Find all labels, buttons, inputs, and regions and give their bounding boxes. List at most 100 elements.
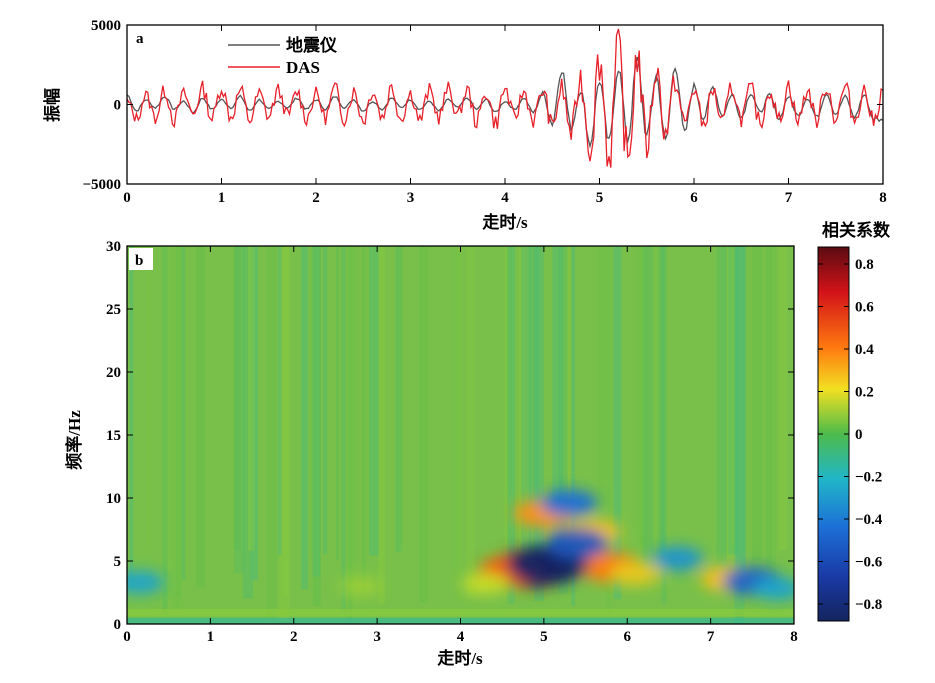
heatmap-streak xyxy=(347,246,357,598)
x-tick-label-a: 2 xyxy=(312,190,320,206)
heatmap-streak xyxy=(369,246,379,556)
heatmap-streak xyxy=(336,246,340,560)
heatmap-streak xyxy=(266,246,277,619)
heatmap-streak xyxy=(778,246,788,550)
heatmap-streak xyxy=(726,246,736,559)
y-axis-label-b: 频率/Hz xyxy=(64,410,84,470)
heatmap-streak xyxy=(653,246,661,575)
heatmap-streak xyxy=(521,246,531,553)
heatmap-streak xyxy=(341,246,346,615)
heatmap-streak xyxy=(452,246,459,569)
series-line-das xyxy=(127,28,883,168)
colorbar-ticks: 0.8 0.6 0.4 0.2 0 −0.2 −0.4 −0.6 −0.8 xyxy=(818,257,883,613)
heatmap-feature xyxy=(546,528,609,559)
panel-b-heatmap: 0 1 2 3 4 5 6 7 8 0 5 10 15 20 25 30 b 走时/s 频率/Hz 相关系数 … xyxy=(64,220,891,668)
heatmap-streak xyxy=(147,246,152,552)
heatmap-streak xyxy=(534,246,544,602)
legend-a: 地震仪 DAS xyxy=(228,35,338,77)
heatmap-streak xyxy=(643,246,654,581)
heatmap-streak xyxy=(309,246,313,555)
heatmap-streak xyxy=(507,246,516,604)
legend-label-das: DAS xyxy=(286,58,320,77)
heatmap-streak xyxy=(176,246,181,598)
colorbar-tick-label: −0.6 xyxy=(855,555,883,571)
heatmap-streak xyxy=(715,246,721,594)
heatmap-streak xyxy=(419,246,428,603)
y-tick-label-a: −5000 xyxy=(82,177,121,193)
x-tick-label-b: 4 xyxy=(457,629,465,645)
heatmap-streak xyxy=(247,246,255,551)
heatmap-streak xyxy=(348,246,353,621)
heatmap-streak xyxy=(735,246,747,592)
series-line-seismometer xyxy=(127,56,883,149)
x-tick-label-a: 5 xyxy=(596,190,604,206)
colorbar-tick-label: 0.6 xyxy=(855,300,874,316)
x-tick-label-a: 3 xyxy=(407,190,415,206)
heatmap-streak xyxy=(766,246,772,568)
heatmap-streak xyxy=(552,246,564,567)
heatmap-streak xyxy=(457,246,462,601)
y-tick-label-b: 5 xyxy=(114,554,122,570)
panel-label-bg-b xyxy=(129,248,153,270)
heatmap-streak xyxy=(731,246,735,547)
heatmap-feature xyxy=(651,546,704,571)
x-tick-label-b: 0 xyxy=(123,629,131,645)
y-tick-label-a: 0 xyxy=(114,98,122,114)
plot-area-a xyxy=(127,25,883,184)
heatmap-streak xyxy=(347,246,353,577)
colorbar-tick-label: −0.8 xyxy=(855,597,882,613)
heatmap-streak xyxy=(504,246,509,584)
heatmap-streak xyxy=(716,246,727,566)
x-tick-label-a: 4 xyxy=(501,190,509,206)
heatmap-streak xyxy=(234,246,245,573)
colorbar-tick-label: −0.4 xyxy=(855,512,883,528)
heatmap-streak xyxy=(283,246,290,596)
heatmap-streak xyxy=(606,246,612,615)
heatmap-streak xyxy=(528,246,540,591)
heatmap-streak xyxy=(639,246,649,589)
x-tick-label-b: 2 xyxy=(290,629,298,645)
heatmap-streak xyxy=(571,246,576,606)
colorbar-tick-label: 0 xyxy=(855,427,863,443)
y-tick-label-b: 10 xyxy=(106,491,121,507)
heatmap-streak xyxy=(597,246,606,552)
x-tick-label-a: 7 xyxy=(785,190,793,206)
heatmap-streak xyxy=(233,246,241,551)
y-tick-label-b: 20 xyxy=(106,365,121,381)
heatmap-streak xyxy=(661,246,667,604)
heatmap-streak xyxy=(171,246,183,611)
heatmap-streak xyxy=(613,246,622,600)
x-tick-label-b: 3 xyxy=(373,629,381,645)
heatmap-streak xyxy=(162,246,168,613)
colorbar-tick-label: 0.4 xyxy=(855,342,874,358)
heatmap-streak xyxy=(422,246,429,602)
heatmap-streak xyxy=(752,246,763,561)
colorbar-tick-label: 0.2 xyxy=(855,385,874,401)
heatmap-streak xyxy=(635,246,646,558)
heatmap-streak xyxy=(322,246,328,554)
axis-ticks-b: 0 1 2 3 4 5 6 7 8 0 5 10 15 20 25 30 xyxy=(106,239,798,645)
heatmap-streak xyxy=(129,246,134,588)
x-tick-label-b: 8 xyxy=(790,629,798,645)
x-tick-label-a: 6 xyxy=(690,190,698,206)
heatmap-streak xyxy=(728,246,738,555)
x-tick-label-b: 7 xyxy=(707,629,715,645)
y-tick-label-b: 25 xyxy=(106,302,121,318)
x-tick-label-b: 1 xyxy=(207,629,215,645)
heatmap-streak xyxy=(566,246,572,581)
heatmap-feature xyxy=(609,561,662,586)
legend-label-seismometer: 地震仪 xyxy=(286,35,338,55)
series-group-a xyxy=(127,28,883,168)
heatmap-streak xyxy=(519,246,530,556)
heatmap-streak xyxy=(769,246,777,597)
heatmap-streak xyxy=(378,246,385,604)
heatmap-band xyxy=(127,608,794,617)
heatmap-streak xyxy=(301,246,308,589)
y-tick-label-b: 30 xyxy=(106,239,121,255)
x-tick-label-a: 1 xyxy=(218,190,226,206)
heatmap-streaks xyxy=(127,246,794,624)
y-tick-label-b: 15 xyxy=(106,428,121,444)
x-axis-label-b: 走时/s xyxy=(437,648,483,668)
